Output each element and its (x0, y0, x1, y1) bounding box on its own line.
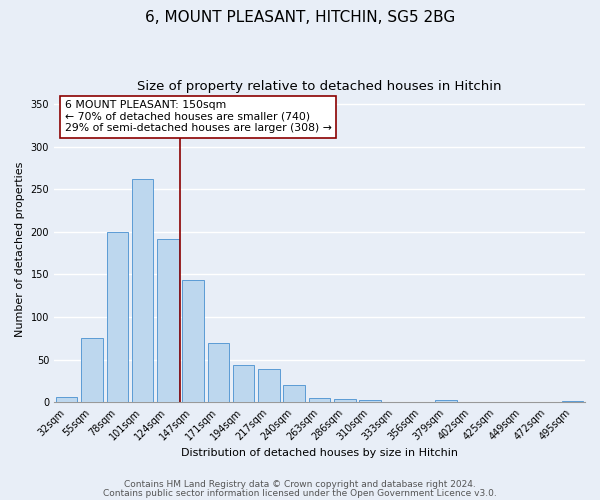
Bar (233, 364, 254, 402)
Text: Contains public sector information licensed under the Open Government Licence v3: Contains public sector information licen… (103, 488, 497, 498)
Y-axis label: Number of detached properties: Number of detached properties (15, 161, 25, 336)
Bar (435, 400, 457, 402)
Bar (132, 179, 153, 402)
Bar (157, 238, 179, 402)
Bar (182, 280, 204, 402)
Bar (309, 398, 330, 402)
Bar (359, 400, 381, 402)
Bar (56, 397, 77, 402)
Title: Size of property relative to detached houses in Hitchin: Size of property relative to detached ho… (137, 80, 502, 93)
Bar (107, 232, 128, 402)
Bar (334, 399, 356, 402)
Bar (208, 342, 229, 402)
Text: 6 MOUNT PLEASANT: 150sqm
← 70% of detached houses are smaller (740)
29% of semi-: 6 MOUNT PLEASANT: 150sqm ← 70% of detach… (65, 100, 332, 134)
Text: Contains HM Land Registry data © Crown copyright and database right 2024.: Contains HM Land Registry data © Crown c… (124, 480, 476, 489)
Bar (283, 385, 305, 402)
Text: 6, MOUNT PLEASANT, HITCHIN, SG5 2BG: 6, MOUNT PLEASANT, HITCHIN, SG5 2BG (145, 10, 455, 25)
Bar (258, 369, 280, 402)
X-axis label: Distribution of detached houses by size in Hitchin: Distribution of detached houses by size … (181, 448, 458, 458)
Bar (81, 338, 103, 402)
